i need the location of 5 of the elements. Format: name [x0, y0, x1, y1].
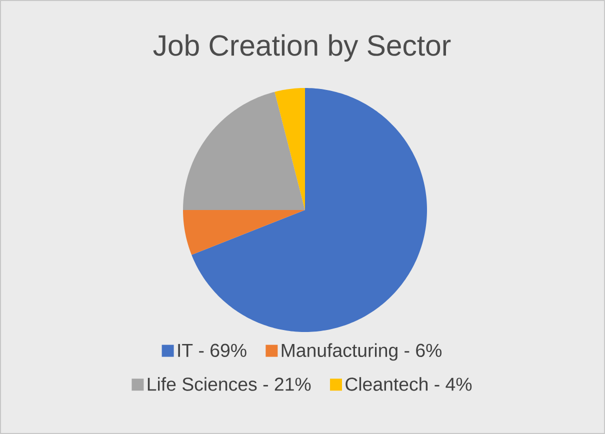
legend-label: IT - 69% — [178, 344, 246, 358]
legend-label: Manufacturing - 6% — [282, 343, 442, 361]
legend-label: Cleantech - 4% — [346, 377, 472, 391]
legend-label: Life Sciences - 21% — [148, 377, 311, 391]
chart-title: Job Creation by Sector — [153, 34, 451, 62]
